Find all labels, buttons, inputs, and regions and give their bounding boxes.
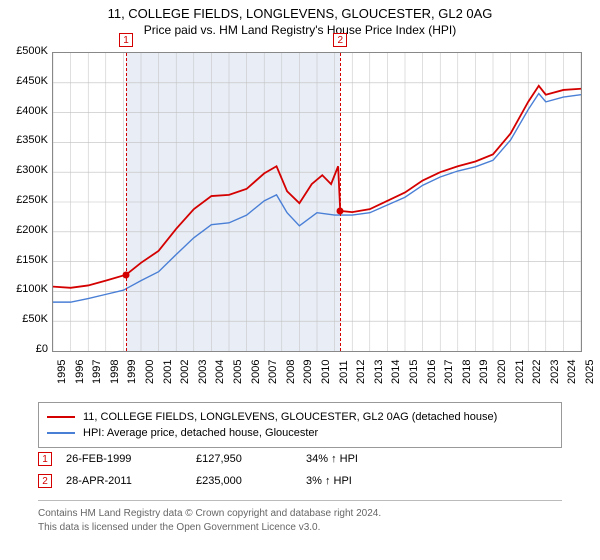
y-tick-label: £350K: [6, 134, 48, 146]
event-marker-line: [126, 53, 127, 351]
footer-line-2: This data is licensed under the Open Gov…: [38, 521, 562, 535]
x-tick-label: 2020: [496, 360, 508, 384]
x-tick-label: 2003: [197, 360, 209, 384]
x-tick-label: 2019: [478, 360, 490, 384]
event-price: £235,000: [196, 475, 306, 487]
events-table: 1 26-FEB-1999£127,95034% ↑ HPI 2 28-APR-201…: [38, 448, 562, 492]
x-tick-label: 2011: [338, 360, 350, 384]
x-tick-label: 2022: [531, 360, 543, 384]
y-tick-label: £200K: [6, 224, 48, 236]
plot-region: 12: [52, 52, 582, 352]
chart-area: £0 £50K £100K £150K £200K £250K £300K £350K £400…: [0, 44, 600, 374]
x-tick-label: 2013: [373, 360, 385, 384]
event-row: 1 26-FEB-1999£127,95034% ↑ HPI: [38, 448, 562, 470]
y-tick-label: £400K: [6, 105, 48, 117]
y-tick-label: £150K: [6, 254, 48, 266]
x-tick-label: 2009: [302, 360, 314, 384]
event-marker-dot: [337, 207, 344, 214]
y-tick-label: £450K: [6, 75, 48, 87]
x-tick-label: 1998: [109, 360, 121, 384]
event-date: 26-FEB-1999: [66, 453, 196, 465]
y-tick-label: £250K: [6, 194, 48, 206]
x-tick-label: 1995: [56, 360, 68, 384]
event-badge: 1: [38, 452, 52, 466]
event-marker-badge: 1: [119, 33, 133, 47]
x-tick-label: 2001: [162, 360, 174, 384]
footer-attribution: Contains HM Land Registry data © Crown c…: [38, 500, 562, 534]
x-tick-label: 2006: [250, 360, 262, 384]
x-tick-label: 2024: [566, 360, 578, 384]
legend-swatch: [47, 416, 75, 418]
legend-item: HPI: Average price, detached house, Glou…: [47, 425, 553, 441]
y-tick-label: £0: [6, 343, 48, 355]
legend-item: 11, COLLEGE FIELDS, LONGLEVENS, GLOUCEST…: [47, 409, 553, 425]
event-hpi: 34% ↑ HPI: [306, 453, 406, 465]
x-tick-label: 2016: [426, 360, 438, 384]
x-tick-label: 2010: [320, 360, 332, 384]
x-tick-label: 1997: [91, 360, 103, 384]
event-price: £127,950: [196, 453, 306, 465]
x-tick-label: 1996: [74, 360, 86, 384]
y-tick-label: £50K: [6, 313, 48, 325]
legend-swatch: [47, 432, 75, 434]
legend: 11, COLLEGE FIELDS, LONGLEVENS, GLOUCEST…: [38, 402, 562, 448]
event-badge: 2: [38, 474, 52, 488]
chart-subtitle: Price paid vs. HM Land Registry's House …: [0, 23, 600, 37]
x-tick-label: 2005: [232, 360, 244, 384]
x-tick-label: 2012: [355, 360, 367, 384]
x-tick-label: 1999: [126, 360, 138, 384]
y-tick-label: £300K: [6, 164, 48, 176]
x-tick-label: 2021: [514, 360, 526, 384]
y-tick-label: £500K: [6, 45, 48, 57]
legend-label: 11, COLLEGE FIELDS, LONGLEVENS, GLOUCEST…: [83, 411, 497, 423]
chart-header: 11, COLLEGE FIELDS, LONGLEVENS, GLOUCEST…: [0, 0, 600, 37]
event-date: 28-APR-2011: [66, 475, 196, 487]
x-tick-label: 2025: [584, 360, 596, 384]
event-hpi: 3% ↑ HPI: [306, 475, 406, 487]
x-tick-label: 2023: [549, 360, 561, 384]
x-tick-label: 2008: [285, 360, 297, 384]
x-tick-label: 2007: [267, 360, 279, 384]
x-tick-label: 2017: [443, 360, 455, 384]
x-tick-label: 2015: [408, 360, 420, 384]
x-tick-label: 2014: [390, 360, 402, 384]
chart-title: 11, COLLEGE FIELDS, LONGLEVENS, GLOUCEST…: [0, 6, 600, 21]
event-row: 2 28-APR-2011£235,0003% ↑ HPI: [38, 470, 562, 492]
x-tick-label: 2002: [179, 360, 191, 384]
footer-line-1: Contains HM Land Registry data © Crown c…: [38, 507, 562, 521]
x-tick-label: 2018: [461, 360, 473, 384]
x-tick-label: 2000: [144, 360, 156, 384]
legend-label: HPI: Average price, detached house, Glou…: [83, 427, 318, 439]
plot-svg: [53, 53, 581, 351]
event-marker-dot: [123, 271, 130, 278]
event-marker-line: [340, 53, 341, 351]
x-tick-label: 2004: [214, 360, 226, 384]
event-marker-badge: 2: [333, 33, 347, 47]
y-tick-label: £100K: [6, 283, 48, 295]
